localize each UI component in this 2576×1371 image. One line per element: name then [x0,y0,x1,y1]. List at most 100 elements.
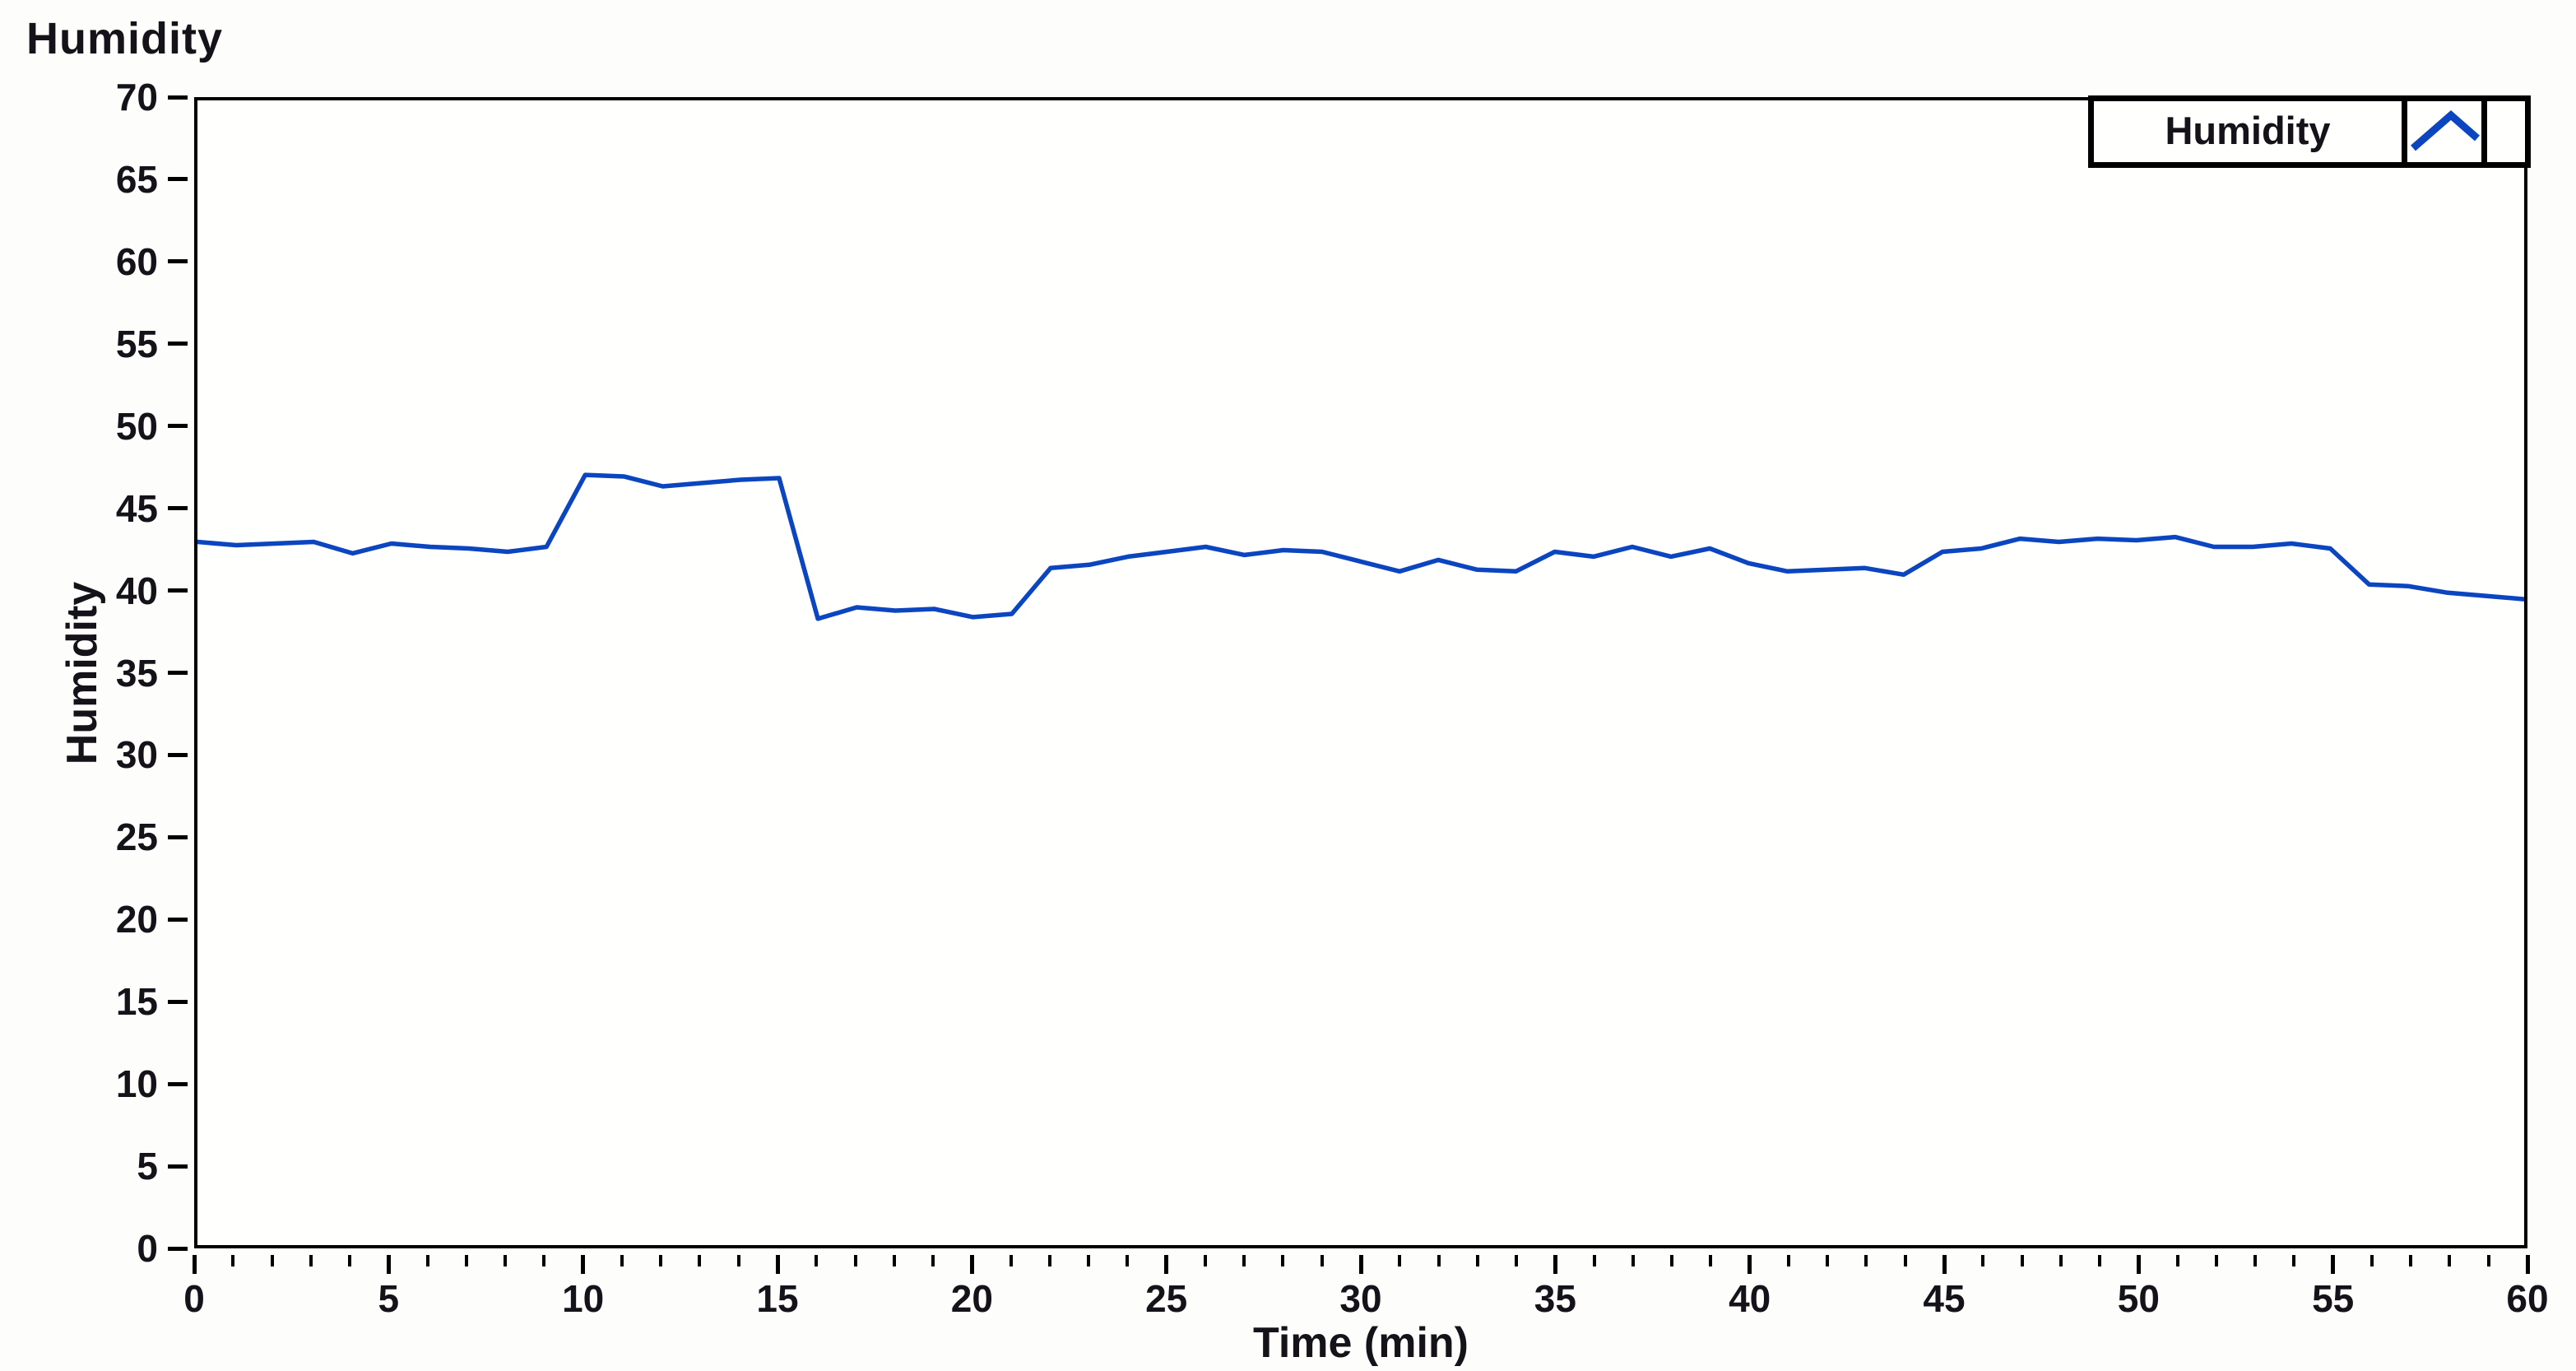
x-tick-minor [231,1255,235,1266]
line-sample-icon [2411,110,2480,151]
x-tick-minor [1398,1255,1402,1266]
y-tick-label: 5 [137,1145,158,1188]
x-tick-major [1553,1255,1557,1274]
x-tick-minor [2058,1255,2063,1266]
y-tick-label: 45 [115,486,158,530]
y-tick-mark [168,1164,188,1169]
x-tick-major [192,1255,197,1274]
x-tick-minor [2214,1255,2218,1266]
y-tick-label: 25 [115,816,158,859]
x-tick-major [1748,1255,1752,1274]
x-tick-minor [620,1255,624,1266]
y-tick-mark [168,917,188,922]
x-tick-minor [542,1255,546,1266]
x-tick-major [386,1255,391,1274]
x-tick-minor [1670,1255,1674,1266]
x-tick-minor [1826,1255,1830,1266]
x-tick-major [969,1255,974,1274]
y-tick-mark [168,752,188,757]
y-tick-label: 65 [115,157,158,201]
y-tick-label: 70 [115,76,158,119]
x-tick-major [1358,1255,1363,1274]
y-tick-mark [168,177,188,182]
y-tick-label: 35 [115,651,158,695]
x-tick-minor [1786,1255,1790,1266]
x-tick-minor [736,1255,740,1266]
x-tick-minor [892,1255,896,1266]
x-tick-label: 55 [2312,1277,2355,1320]
x-tick-major [2331,1255,2336,1274]
x-tick-label: 30 [1339,1277,1382,1320]
x-tick-minor [1592,1255,1596,1266]
plot-legend[interactable]: Humidity [2088,95,2531,168]
x-tick-label: 15 [756,1277,799,1320]
x-tick-minor [2448,1255,2452,1266]
y-tick-label: 55 [115,322,158,365]
x-tick-minor [698,1255,702,1266]
y-tick-mark [168,506,188,511]
x-tick-minor [1981,1255,1985,1266]
y-tick-label: 40 [115,569,158,612]
plot-area[interactable] [194,97,2527,1248]
legend-spacer [2487,101,2525,162]
x-tick-minor [659,1255,663,1266]
x-tick-minor [1437,1255,1441,1266]
y-tick-label: 0 [137,1227,158,1270]
x-tick-minor [2369,1255,2374,1266]
x-tick-major [581,1255,586,1274]
x-tick-minor [270,1255,274,1266]
x-tick-label: 45 [1923,1277,1966,1320]
x-tick-minor [2020,1255,2024,1266]
x-tick-label: 5 [378,1277,400,1320]
x-tick-minor [1009,1255,1013,1266]
x-tick-minor [504,1255,508,1266]
humidity-series-line [197,472,2524,621]
y-tick-mark [168,999,188,1004]
x-tick-label: 35 [1534,1277,1576,1320]
x-tick-minor [1203,1255,1207,1266]
x-tick-minor [1475,1255,1479,1266]
x-tick-minor [1320,1255,1324,1266]
y-tick-mark [168,834,188,839]
y-tick-mark [168,95,188,100]
x-tick-minor [2409,1255,2413,1266]
y-tick-label: 30 [115,733,158,777]
y-tick-mark [168,259,188,264]
x-tick-minor [1903,1255,1907,1266]
legend-line-sample[interactable] [2402,101,2487,162]
x-tick-minor [1087,1255,1091,1266]
legend-label: Humidity [2165,108,2331,152]
x-tick-label: 20 [950,1277,993,1320]
x-tick-major [1164,1255,1169,1274]
x-tick-minor [2098,1255,2102,1266]
x-tick-minor [2175,1255,2179,1266]
y-tick-mark [168,1246,188,1251]
x-tick-major [2525,1255,2530,1274]
x-tick-minor [1242,1255,1246,1266]
y-tick-label: 60 [115,239,158,283]
x-tick-label: 50 [2117,1277,2160,1320]
x-tick-minor [425,1255,429,1266]
y-tick-label: 20 [115,898,158,941]
x-tick-minor [1515,1255,1519,1266]
chart-title: Humidity [26,14,224,63]
x-tick-label: 60 [2506,1277,2549,1320]
x-tick-label: 25 [1145,1277,1188,1320]
x-tick-minor [464,1255,468,1266]
x-tick-minor [815,1255,819,1266]
x-tick-minor [2292,1255,2296,1266]
x-tick-label: 10 [562,1277,605,1320]
humidity-line-plot [197,472,2524,621]
x-tick-minor [853,1255,857,1266]
x-tick-major [2136,1255,2141,1274]
x-tick-minor [1047,1255,1051,1266]
x-tick-minor [2253,1255,2258,1266]
x-axis-label: Time (min) [1253,1319,1469,1367]
y-tick-mark [168,342,188,346]
x-tick-minor [2486,1255,2490,1266]
x-tick-label: 40 [1729,1277,1771,1320]
x-tick-minor [1631,1255,1635,1266]
y-tick-mark [168,1081,188,1086]
x-tick-minor [348,1255,352,1266]
x-tick-minor [309,1255,313,1266]
